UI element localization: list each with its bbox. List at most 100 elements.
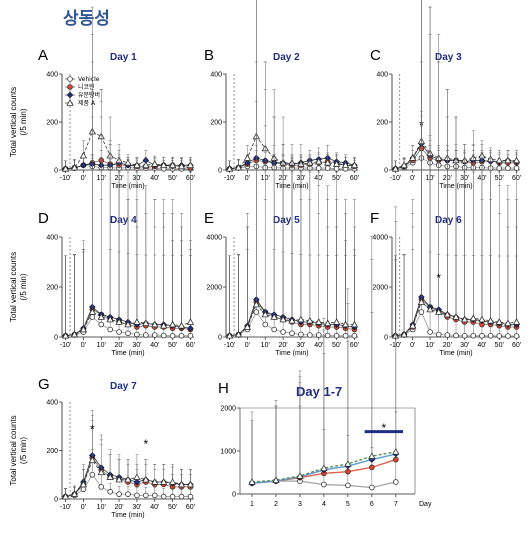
x-tick-label: 30' <box>132 342 141 349</box>
panel-h: H Day 1-7 0 1000 2000 1 2 3 4 5 6 7 Day * <box>218 206 432 508</box>
data-point <box>400 330 408 338</box>
x-tick-label: 10' <box>425 342 434 349</box>
y-tick-label: 200 <box>210 120 222 127</box>
data-point <box>79 480 88 488</box>
data-point <box>512 318 521 325</box>
legend-marker <box>66 99 74 106</box>
panel-title: Day 6 <box>435 215 462 226</box>
y-tick-label: 200 <box>46 448 58 455</box>
data-point <box>177 321 186 329</box>
x-tick-label: -10' <box>60 342 71 349</box>
data-point <box>443 310 452 318</box>
data-point <box>124 320 132 328</box>
x-tick-label: 7 <box>394 501 398 508</box>
y-tick-label: 0 <box>54 168 58 175</box>
x-tick-label: -10' <box>224 175 235 182</box>
data-point <box>435 308 443 315</box>
panel-letter: F <box>370 210 379 227</box>
y-axis-label: Total vertical counts <box>9 252 18 322</box>
x-tick-label: 10' <box>261 342 270 349</box>
x-tick-label: 50' <box>332 342 341 349</box>
y-tick-label: 1000 <box>220 449 236 456</box>
y-tick-label: 400 <box>46 235 58 242</box>
data-point <box>107 488 113 495</box>
x-tick-label: 0' <box>410 175 415 182</box>
y-axis-label-unit: (/5 min) <box>19 437 28 464</box>
x-tick-label: 40' <box>150 504 159 511</box>
panel-letter: B <box>204 47 214 64</box>
data-point <box>279 315 287 323</box>
data-point <box>125 491 131 497</box>
data-point <box>333 166 340 172</box>
data-point <box>143 332 149 338</box>
data-point <box>262 321 269 328</box>
data-point <box>159 161 168 169</box>
data-point <box>116 329 122 335</box>
data-point <box>151 332 158 338</box>
data-point <box>234 330 243 338</box>
data-point <box>225 164 234 172</box>
x-axis-label: Time (min) <box>111 350 144 357</box>
panel-letter: A <box>38 47 48 64</box>
data-point <box>409 154 417 161</box>
x-tick-label: 0' <box>81 175 86 182</box>
data-point <box>248 478 256 485</box>
y-tick-label: 0 <box>218 335 222 342</box>
data-point <box>178 332 185 339</box>
panel-title: Day 1 <box>110 52 137 63</box>
data-point <box>350 161 359 169</box>
significance-star: * <box>381 421 386 435</box>
y-tick-label: 200 <box>46 285 58 292</box>
data-point <box>186 480 195 488</box>
data-point <box>315 332 322 338</box>
panel-g: G Day 7 0 200 400 -10' 0' 10' 20' 30' 40' 50' 60' Tim… <box>9 376 195 519</box>
data-point <box>332 160 341 167</box>
data-point <box>513 333 520 339</box>
x-tick-label: 40' <box>150 342 159 349</box>
data-point <box>168 320 177 328</box>
x-axis-label: Time (min) <box>111 512 144 519</box>
data-point <box>70 490 79 497</box>
data-point <box>177 480 186 488</box>
data-point <box>142 475 150 483</box>
y-tick-label: 400 <box>376 72 388 79</box>
data-point <box>333 332 340 339</box>
y-tick-label: 0 <box>384 168 388 175</box>
y-axis-label-unit: (/5 min) <box>19 108 28 135</box>
y-axis-label: Total vertical counts <box>9 415 18 485</box>
panel-d: D Day 4 0 200 400 -10' 0' 10' 20' 30' 40' 50' 60' Tim… <box>9 6 195 357</box>
data-point <box>89 471 96 478</box>
data-point <box>393 456 399 463</box>
data-point <box>151 160 159 167</box>
data-point <box>288 316 296 324</box>
data-point <box>98 484 105 490</box>
data-point <box>315 165 322 171</box>
data-point <box>79 151 88 159</box>
data-point <box>513 165 520 171</box>
page-title: 상동성 <box>63 9 110 29</box>
y-tick-label: 0 <box>232 492 236 499</box>
data-point <box>253 309 260 315</box>
data-point <box>106 473 114 480</box>
data-point <box>470 332 477 339</box>
data-point <box>345 482 351 489</box>
x-tick-label: -10' <box>390 175 401 182</box>
x-tick-label: 30' <box>460 342 469 349</box>
series-line <box>395 301 517 337</box>
data-point <box>70 330 79 338</box>
data-point <box>505 165 511 171</box>
data-point <box>350 320 359 328</box>
x-tick-label: 2 <box>274 501 278 508</box>
x-tick-label: 60' <box>350 175 359 182</box>
data-point <box>345 468 351 475</box>
data-point <box>187 332 194 339</box>
y-tick-label: 2000 <box>206 285 222 292</box>
legend-marker <box>67 76 73 82</box>
data-point <box>280 329 286 335</box>
data-point <box>332 318 341 325</box>
data-point <box>187 493 194 500</box>
data-point <box>391 164 400 172</box>
